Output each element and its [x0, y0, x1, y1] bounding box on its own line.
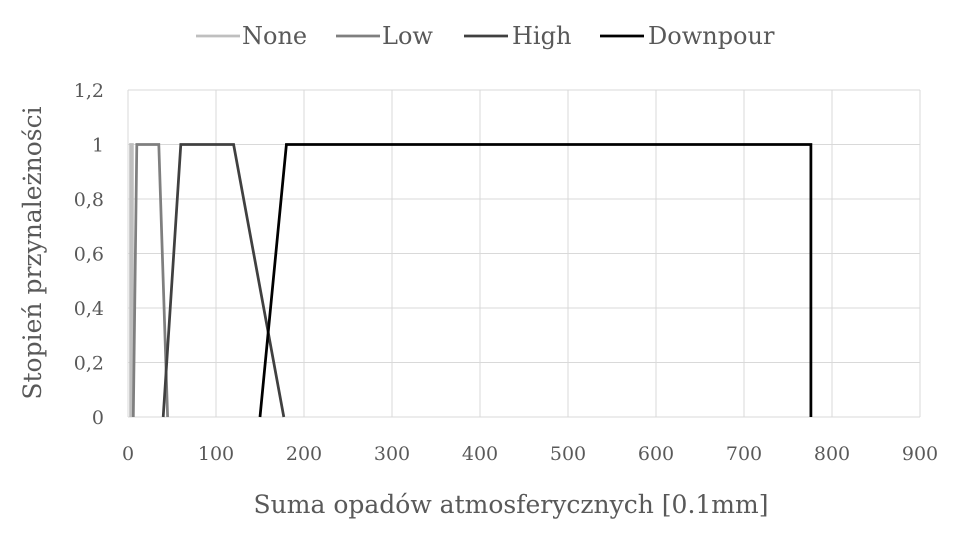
y-tick-label-0: 0	[92, 407, 104, 429]
y-axis-title: Stopień przynależności	[18, 106, 47, 399]
x-tick-label-7: 700	[726, 443, 762, 465]
y-tick-label-3: 0,6	[74, 244, 104, 266]
legend-label-none: None	[242, 22, 307, 50]
y-tick-label-2: 0,4	[74, 298, 104, 320]
x-tick-labels: 0 100 200 300 400 500 600 700 800 900	[122, 443, 938, 465]
series-line-high	[161, 143, 286, 418]
legend-label-high: High	[512, 22, 571, 50]
x-tick-label-3: 300	[374, 443, 410, 465]
legend-label-downpour: Downpour	[648, 22, 775, 50]
x-tick-label-6: 600	[638, 443, 674, 465]
x-tick-label-2: 200	[286, 443, 322, 465]
gridlines	[127, 89, 921, 418]
series-lines	[129, 143, 813, 418]
series-line-none	[129, 143, 134, 417]
x-tick-label-9: 900	[902, 443, 938, 465]
y-tick-label-6: 1,2	[74, 80, 104, 102]
legend: None Low High Downpour	[196, 22, 775, 50]
legend-label-low: Low	[382, 22, 433, 50]
y-tick-labels: 0 0,2 0,4 0,6 0,8 1 1,2	[74, 80, 104, 429]
y-tick-label-4: 0,8	[74, 189, 104, 211]
x-tick-label-4: 400	[462, 443, 498, 465]
series-line-low	[131, 143, 169, 418]
x-tick-label-5: 500	[550, 443, 586, 465]
series-line-downpour	[258, 143, 813, 418]
x-tick-label-0: 0	[122, 443, 134, 465]
x-tick-label-1: 100	[198, 443, 234, 465]
x-axis-title: Suma opadów atmosferycznych [0.1mm]	[254, 490, 769, 519]
y-tick-label-5: 1	[92, 135, 104, 157]
x-tick-label-8: 800	[814, 443, 850, 465]
y-tick-label-1: 0,2	[74, 353, 104, 375]
